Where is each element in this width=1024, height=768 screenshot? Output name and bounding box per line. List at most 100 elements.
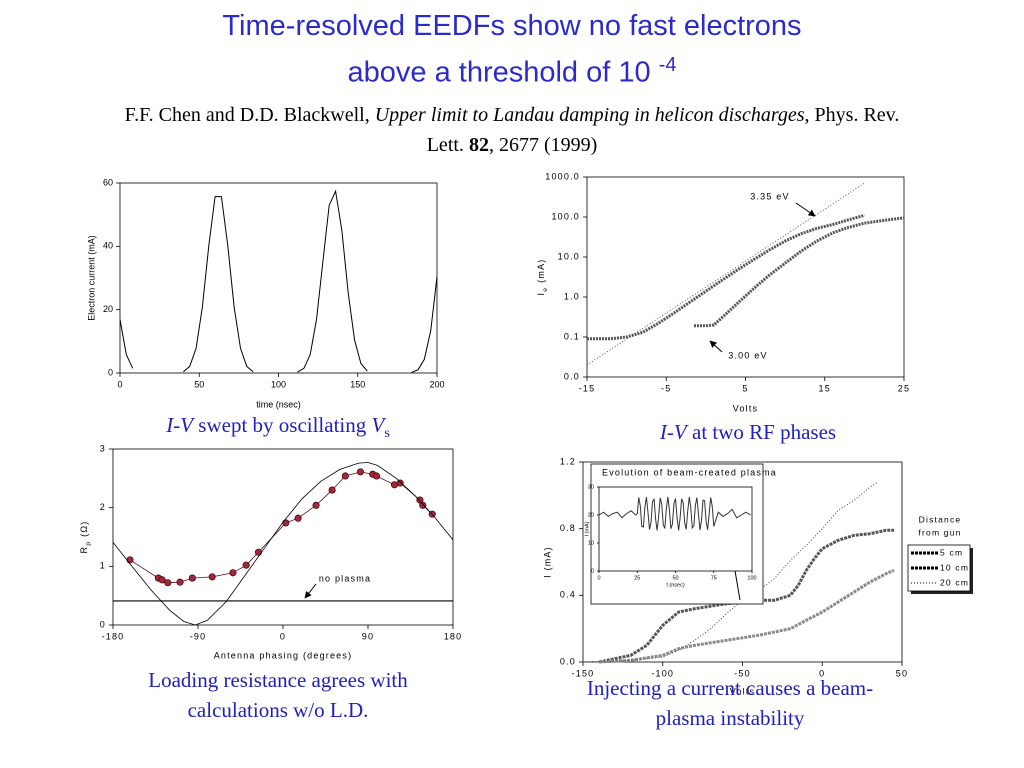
x-tick-label: -15 xyxy=(579,383,596,393)
y-tick-label: 1.0 xyxy=(564,291,580,301)
inset-title: Evolution of beam-created plasma xyxy=(602,467,777,477)
y-label-unit: (mA) xyxy=(536,259,546,283)
x-tick-label: 50 xyxy=(672,575,678,581)
x-tick-label: 50 xyxy=(194,379,204,389)
data-point xyxy=(294,514,302,522)
citation: F.F. Chen and D.D. Blackwell, Upper limi… xyxy=(112,100,912,160)
annotation-arrow xyxy=(795,202,816,217)
annotation-arrow xyxy=(304,583,317,599)
y-axis-label: Electron current (mA) xyxy=(86,235,96,321)
caption-sub: s xyxy=(384,426,390,442)
y-tick-label: 0.4 xyxy=(560,590,576,600)
x-tick-label: 75 xyxy=(711,575,717,581)
pages: , 2677 (1999) xyxy=(488,134,598,156)
title-line: above a threshold of 10 -4 xyxy=(0,54,1024,90)
data-point xyxy=(164,579,172,587)
data-point xyxy=(188,574,196,582)
legend-label: 5 cm xyxy=(940,547,963,557)
data-point xyxy=(356,468,364,476)
paper-title: Upper limit to Landau damping in helicon… xyxy=(374,104,805,126)
data-point xyxy=(229,569,237,577)
y-label-unit: (Ω) xyxy=(79,521,89,537)
caption-italic: V xyxy=(371,413,385,437)
x-tick-label: -150 xyxy=(572,668,595,678)
y-tick-label: 40 xyxy=(103,241,113,251)
x-tick-label: 100 xyxy=(271,379,286,389)
x-tick-label: 100 xyxy=(747,575,756,581)
x-tick-label: 5 xyxy=(742,383,748,393)
plot-frame xyxy=(119,182,438,374)
journal: , Phys. Rev. Lett. xyxy=(426,104,900,156)
title-exponent: -4 xyxy=(658,54,677,76)
x-tick-label: -100 xyxy=(651,668,674,678)
x-axis-label: Antenna phasing (degrees) xyxy=(214,650,353,660)
series-line xyxy=(112,462,454,626)
y-label-sub: e xyxy=(542,287,549,292)
data-point xyxy=(208,573,216,581)
series-line xyxy=(598,528,894,664)
x-tick-label: 0 xyxy=(819,668,825,678)
caption-text: swept by oscillating xyxy=(198,413,367,437)
y-label-main: R xyxy=(79,546,89,554)
x-tick-label: 0 xyxy=(597,575,600,581)
legend-box xyxy=(907,544,971,592)
caption-text: at two RF phases xyxy=(692,420,837,444)
y-tick-label: 0 xyxy=(108,367,113,377)
x-tick-label: 150 xyxy=(350,379,365,389)
y-tick-label: 2 xyxy=(100,502,106,512)
legend-label: 10 cm xyxy=(940,562,969,572)
series-line xyxy=(598,568,895,664)
title-line: Time-resolved EEDFs show no fast electro… xyxy=(222,10,802,42)
x-tick-label: -50 xyxy=(734,668,751,678)
x-tick-label: -5 xyxy=(661,383,671,393)
caption-italic: I-V xyxy=(659,420,687,444)
annotation: 3.35 eV xyxy=(750,191,789,201)
y-tick-label: 0.8 xyxy=(560,523,576,533)
data-point xyxy=(126,556,134,564)
data-point xyxy=(176,578,184,586)
y-axis-label: I (mA) xyxy=(542,546,552,578)
x-tick-label: 25 xyxy=(898,383,910,393)
y-tick-label: 100.0 xyxy=(551,211,580,221)
y-tick-label: 60 xyxy=(103,177,113,187)
x-axis-label: t (nsec) xyxy=(666,582,685,588)
data-point xyxy=(419,501,427,509)
y-tick-label: 30 xyxy=(588,484,594,490)
y-tick-label: 1000.0 xyxy=(545,171,580,181)
legend-title: from gun xyxy=(918,527,961,537)
y-tick-label: 1 xyxy=(100,561,106,571)
data-point xyxy=(158,576,166,584)
caption: I-V at two RF phases xyxy=(580,417,916,447)
y-tick-label: 0 xyxy=(100,619,106,629)
authors: F.F. Chen and D.D. Blackwell, xyxy=(124,104,370,126)
data-point xyxy=(242,561,250,569)
x-tick-label: 180 xyxy=(444,631,463,641)
x-axis-label: time (nsec) xyxy=(256,399,301,409)
plot-frame xyxy=(112,448,454,626)
y-label-main: I xyxy=(536,292,546,296)
y-label-sub: p xyxy=(85,541,92,546)
series-line xyxy=(587,213,865,341)
volume: 82 xyxy=(468,134,489,156)
y-tick-label: 0.1 xyxy=(564,331,580,341)
caption: I-V swept by oscillating Vs xyxy=(100,410,456,449)
caption: Injecting a current causes a beam-plasma… xyxy=(586,676,874,730)
series-line xyxy=(694,216,905,328)
legend-title: Distance xyxy=(919,514,962,524)
data-point xyxy=(341,472,349,480)
x-tick-label: 90 xyxy=(362,631,374,641)
y-tick-label: 0 xyxy=(591,568,594,574)
y-tick-label: 3 xyxy=(100,443,106,453)
series-line xyxy=(129,471,433,584)
y-tick-label: 1.2 xyxy=(560,456,576,466)
data-line xyxy=(119,189,438,373)
title-text: above a threshold of 10 xyxy=(347,56,651,89)
legend-label: 20 cm xyxy=(940,577,969,587)
data-point xyxy=(312,501,320,509)
y-tick-label: 20 xyxy=(103,304,113,314)
y-axis-label: Rp (Ω) xyxy=(79,521,92,554)
y-tick-label: 0.0 xyxy=(564,371,580,381)
series-line xyxy=(586,182,865,366)
y-tick-label: 0.0 xyxy=(560,656,576,666)
